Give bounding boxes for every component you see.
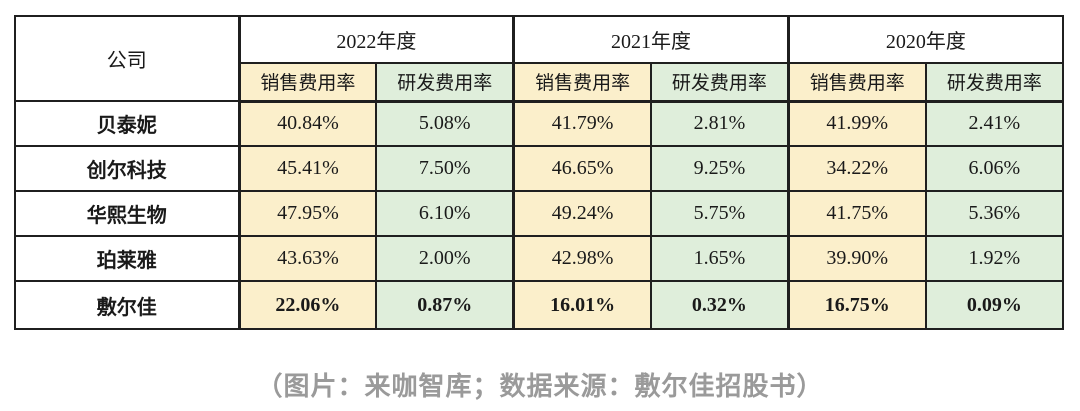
year-header-2021: 2021年度 — [512, 15, 790, 64]
subheader-rnd-2020: 研发费用率 — [924, 62, 1065, 103]
table-row: 珀莱雅 43.63% 2.00% 42.98% 1.65% 39.90% 1.9… — [14, 235, 1065, 282]
year-header-2022: 2022年度 — [237, 15, 515, 64]
value-cell: 40.84% — [237, 100, 378, 147]
value-cell: 39.90% — [786, 235, 927, 282]
subheader-rnd-2022: 研发费用率 — [375, 62, 515, 103]
subheader-sales-2020: 销售费用率 — [786, 62, 927, 103]
value-cell: 2.41% — [924, 100, 1065, 147]
company-cell: 珀莱雅 — [14, 235, 240, 282]
company-cell: 敷尔佳 — [14, 280, 240, 330]
table-row-highlighted: 敷尔佳 22.06% 0.87% 16.01% 0.32% 16.75% 0.0… — [14, 280, 1065, 330]
expense-ratio-table: 公司 2022年度 2021年度 2020年度 销售费用率 研发费用率 销售费用… — [14, 15, 1065, 330]
company-cell: 创尔科技 — [14, 145, 240, 192]
value-cell: 9.25% — [649, 145, 790, 192]
company-column-header: 公司 — [14, 15, 240, 102]
value-cell: 6.06% — [924, 145, 1065, 192]
value-cell: 5.08% — [375, 100, 515, 147]
value-cell: 46.65% — [512, 145, 652, 192]
value-cell: 16.75% — [786, 280, 927, 330]
company-cell: 贝泰妮 — [14, 100, 240, 147]
value-cell: 1.92% — [924, 235, 1065, 282]
value-cell: 1.65% — [649, 235, 790, 282]
value-cell: 22.06% — [237, 280, 378, 330]
subheader-rnd-2021: 研发费用率 — [649, 62, 790, 103]
value-cell: 41.75% — [786, 190, 927, 237]
company-cell: 华熙生物 — [14, 190, 240, 237]
subheader-sales-2021: 销售费用率 — [512, 62, 652, 103]
value-cell: 49.24% — [512, 190, 652, 237]
value-cell: 5.36% — [924, 190, 1065, 237]
value-cell: 0.32% — [649, 280, 790, 330]
value-cell: 47.95% — [237, 190, 378, 237]
source-caption: （图片：来咖智库；数据来源：敷尔佳招股书） — [256, 371, 824, 401]
value-cell: 34.22% — [786, 145, 927, 192]
value-cell: 45.41% — [237, 145, 378, 192]
table-row: 创尔科技 45.41% 7.50% 46.65% 9.25% 34.22% 6.… — [14, 145, 1065, 192]
value-cell: 0.09% — [924, 280, 1065, 330]
subheader-row: 销售费用率 研发费用率 销售费用率 研发费用率 销售费用率 研发费用率 — [15, 62, 1065, 103]
expense-ratio-table-container: 公司 2022年度 2021年度 2020年度 销售费用率 研发费用率 销售费用… — [14, 15, 1065, 330]
value-cell: 2.81% — [649, 100, 790, 147]
value-cell: 42.98% — [512, 235, 652, 282]
table-row: 贝泰妮 40.84% 5.08% 41.79% 2.81% 41.99% 2.4… — [14, 100, 1065, 147]
year-header-2020: 2020年度 — [786, 15, 1064, 64]
value-cell: 41.79% — [512, 100, 652, 147]
table-row: 华熙生物 47.95% 6.10% 49.24% 5.75% 41.75% 5.… — [14, 190, 1065, 237]
value-cell: 7.50% — [375, 145, 515, 192]
value-cell: 41.99% — [786, 100, 927, 147]
value-cell: 6.10% — [375, 190, 515, 237]
value-cell: 16.01% — [512, 280, 652, 330]
value-cell: 2.00% — [375, 235, 515, 282]
year-header-row: 公司 2022年度 2021年度 2020年度 — [14, 15, 1064, 102]
value-cell: 43.63% — [237, 235, 378, 282]
value-cell: 5.75% — [649, 190, 790, 237]
subheader-sales-2022: 销售费用率 — [237, 62, 378, 103]
value-cell: 0.87% — [375, 280, 515, 330]
